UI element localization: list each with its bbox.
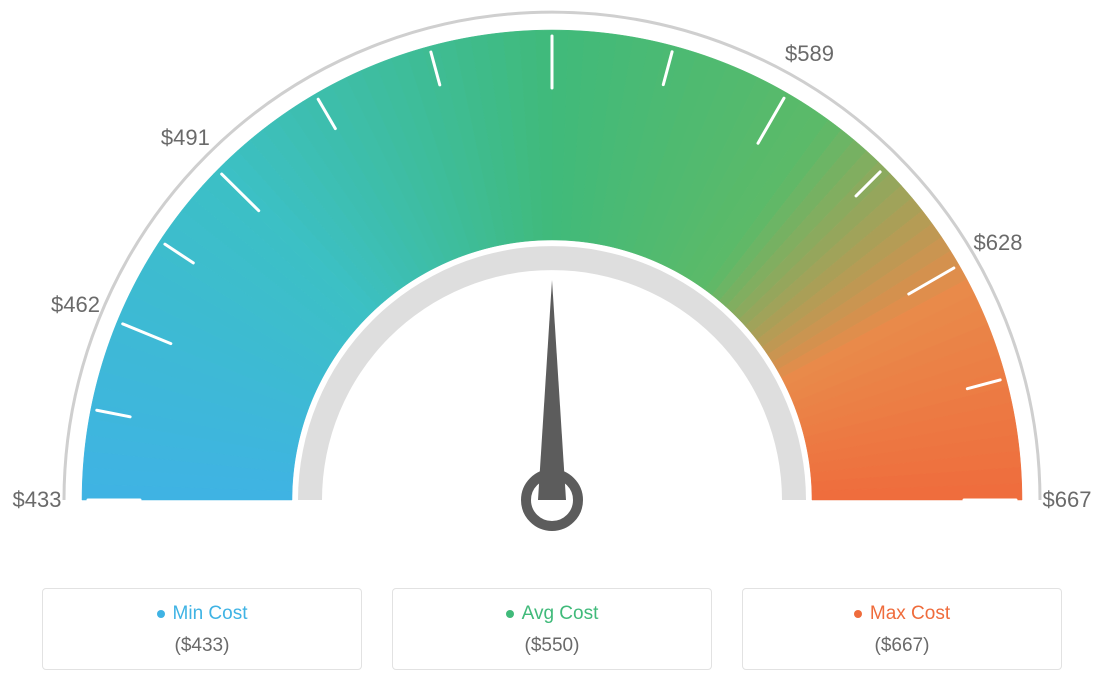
legend-min-cost: Min Cost ($433) xyxy=(42,588,362,670)
gauge-tick-label: $628 xyxy=(974,230,1023,256)
legend-min-value: ($433) xyxy=(53,635,351,657)
legend-row: Min Cost ($433) Avg Cost ($550) Max Cost… xyxy=(40,588,1064,670)
cost-gauge: $433$462$491$550$589$628$667 xyxy=(0,0,1104,570)
legend-max-label: Max Cost xyxy=(870,603,950,624)
legend-min-title: Min Cost xyxy=(53,603,351,625)
gauge-svg xyxy=(0,0,1104,570)
dot-icon xyxy=(854,610,862,618)
gauge-tick-label: $589 xyxy=(785,41,834,67)
legend-max-value: ($667) xyxy=(753,635,1051,657)
legend-max-cost: Max Cost ($667) xyxy=(742,588,1062,670)
legend-max-title: Max Cost xyxy=(753,603,1051,625)
dot-icon xyxy=(157,610,165,618)
legend-avg-label: Avg Cost xyxy=(522,603,599,624)
gauge-tick-label: $491 xyxy=(161,125,210,151)
legend-avg-title: Avg Cost xyxy=(403,603,701,625)
gauge-tick-label: $462 xyxy=(51,292,100,318)
gauge-tick-label: $667 xyxy=(1043,487,1092,513)
dot-icon xyxy=(506,610,514,618)
legend-avg-value: ($550) xyxy=(403,635,701,657)
gauge-tick-label: $433 xyxy=(13,487,62,513)
legend-avg-cost: Avg Cost ($550) xyxy=(392,588,712,670)
legend-min-label: Min Cost xyxy=(173,603,248,624)
